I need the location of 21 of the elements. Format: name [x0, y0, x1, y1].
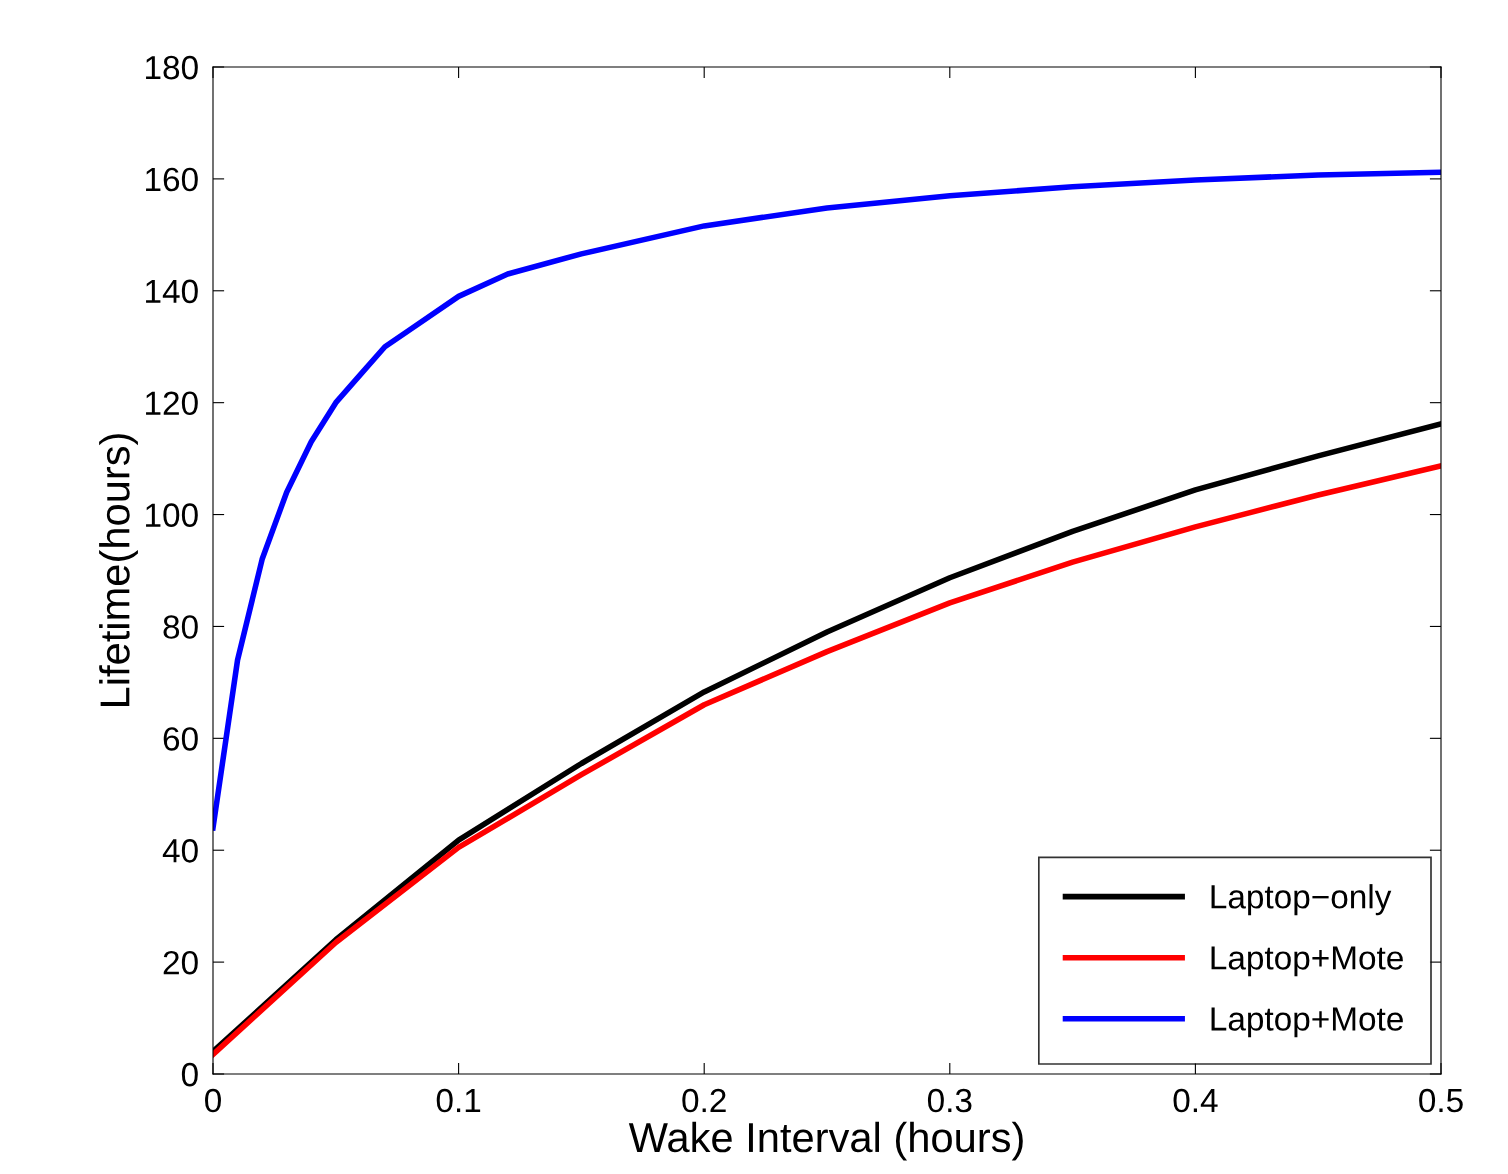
- legend-label: Laptop−only: [1211, 884, 1392, 916]
- y-tick-label: 160: [146, 167, 198, 192]
- y-tick-label: 100: [146, 503, 198, 527]
- y-tick-label: 180: [146, 55, 198, 80]
- y-tick-label: 20: [163, 950, 198, 975]
- x-tick-label: 0.5: [1419, 1088, 1463, 1113]
- y-tick-label: 140: [146, 279, 198, 304]
- y-tick-label: 40: [162, 839, 198, 863]
- y-axis-title: Lifetime(hours): [99, 434, 138, 707]
- legend-label: Laptop+Mote: [1211, 1007, 1403, 1038]
- x-tick-label: 0.3: [927, 1088, 972, 1113]
- y-tick-label: 80: [163, 615, 198, 639]
- legend-label: Laptop+Mote: [1211, 946, 1403, 977]
- x-axis-title: Wake Interval (hours): [628, 1121, 1023, 1161]
- x-tick-label: 0.2: [682, 1088, 726, 1113]
- x-tick-label: 0.1: [436, 1088, 481, 1113]
- x-tick-label: 0.4: [1173, 1088, 1218, 1113]
- y-tick-label: 0: [181, 1062, 198, 1087]
- y-tick-label: 60: [163, 727, 198, 751]
- x-tick-label: 0: [205, 1088, 221, 1113]
- y-tick-label: 120: [146, 391, 198, 416]
